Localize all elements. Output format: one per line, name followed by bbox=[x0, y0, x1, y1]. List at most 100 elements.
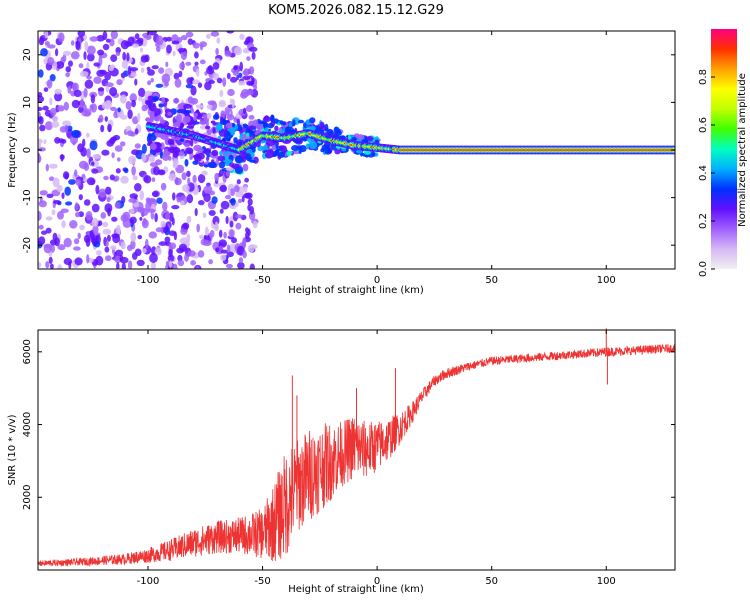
spectrogram-cell bbox=[235, 222, 242, 230]
spectrogram-cell bbox=[57, 244, 66, 251]
spectrogram-cell bbox=[175, 114, 183, 122]
snr-x-tick-label: 100 bbox=[597, 576, 616, 587]
spectrogram-cell bbox=[178, 243, 188, 252]
spectrogram-cell bbox=[230, 129, 236, 136]
spectrogram-x-tick-label: 100 bbox=[597, 275, 616, 286]
spectrogram-cell bbox=[38, 262, 42, 268]
spectrogram-cell bbox=[230, 197, 236, 206]
spectrogram-cell bbox=[185, 147, 194, 155]
spectrogram-cell bbox=[224, 106, 230, 116]
spectrogram-cell bbox=[70, 40, 75, 46]
spectrogram-cell bbox=[220, 249, 229, 254]
spectrogram-cell bbox=[127, 260, 133, 269]
spectrogram-cell bbox=[38, 37, 45, 46]
spectrogram-cell bbox=[145, 197, 151, 204]
spectrogram-cell bbox=[319, 121, 325, 129]
spectrogram-x-label: Height of straight line (km) bbox=[288, 285, 424, 296]
spectrogram-cell bbox=[180, 122, 185, 128]
spectrogram-cell bbox=[44, 41, 51, 46]
spectrogram-cell bbox=[138, 96, 143, 102]
spectrogram-cell bbox=[116, 79, 123, 86]
spectrogram-cell bbox=[195, 104, 204, 109]
spectrogram-cell bbox=[141, 143, 147, 154]
spectrogram-cell bbox=[63, 237, 72, 248]
spectrogram-cell bbox=[172, 50, 176, 57]
spectrogram-cell bbox=[108, 65, 114, 72]
spectrogram-cell bbox=[288, 122, 293, 128]
spectrogram-cell bbox=[168, 173, 177, 182]
spectrogram-cell bbox=[75, 178, 82, 186]
spectrogram-cell bbox=[235, 201, 239, 208]
spectrogram-cell bbox=[233, 137, 238, 143]
spectrogram-cell bbox=[86, 254, 90, 264]
spectrogram-cell bbox=[218, 101, 227, 108]
spectrogram-cell bbox=[151, 191, 159, 197]
spectrogram-cell bbox=[199, 59, 206, 65]
spectrogram-cell bbox=[230, 204, 237, 210]
spectrogram-cell bbox=[229, 220, 234, 228]
spectrogram-cell bbox=[172, 192, 176, 201]
spectrogram-cell bbox=[233, 65, 239, 71]
spectrogram-cell bbox=[190, 138, 194, 147]
spectrogram-cell bbox=[116, 262, 120, 269]
spectrogram-cell bbox=[45, 216, 53, 221]
spectrogram-cell bbox=[141, 152, 147, 162]
spectrogram-cell bbox=[236, 179, 241, 185]
spectrogram-cell bbox=[186, 233, 191, 243]
spectrogram-cell bbox=[115, 47, 121, 54]
spectrogram-cell bbox=[185, 31, 194, 38]
spectrogram-cells bbox=[38, 31, 675, 269]
spectrogram-cell bbox=[115, 52, 121, 56]
spectrogram-cell bbox=[75, 212, 80, 218]
spectrogram-cell bbox=[192, 42, 200, 49]
spectrogram-cell bbox=[150, 143, 157, 150]
spectrogram-cell bbox=[179, 150, 184, 157]
spectrogram-cell bbox=[149, 154, 155, 163]
spectrogram-cell bbox=[96, 250, 102, 256]
spectrogram-cell bbox=[104, 71, 111, 81]
colorbar-tick-label: 0.8 bbox=[698, 69, 709, 85]
spectrogram-cell bbox=[54, 92, 63, 102]
spectrogram-cell bbox=[105, 85, 109, 93]
spectrogram-cell bbox=[104, 246, 110, 253]
spectrogram-cell bbox=[104, 203, 113, 213]
spectrogram-cell bbox=[147, 95, 154, 101]
spectrogram-cell bbox=[51, 209, 56, 216]
spectrogram-cell bbox=[275, 144, 279, 150]
spectrogram-cell bbox=[141, 104, 148, 112]
spectrogram-cell bbox=[220, 254, 227, 261]
spectrogram-cell bbox=[43, 139, 47, 144]
spectrogram-cell bbox=[147, 208, 156, 213]
spectrogram-cell bbox=[212, 62, 220, 70]
spectrogram-cell bbox=[61, 192, 65, 199]
spectrogram-cell bbox=[74, 202, 79, 211]
spectrogram-cell bbox=[114, 201, 121, 209]
spectrogram-cell bbox=[71, 99, 81, 109]
spectrogram-cell bbox=[243, 185, 248, 194]
spectrogram-cell bbox=[52, 177, 60, 188]
spectrogram-cell bbox=[224, 50, 232, 57]
spectrogram-cell bbox=[164, 212, 171, 220]
spectrogram-cell bbox=[237, 262, 245, 269]
spectrogram-cell bbox=[64, 124, 69, 133]
spectrogram-cell bbox=[102, 221, 109, 228]
spectrogram-cell bbox=[195, 68, 200, 77]
spectrogram-cell bbox=[123, 168, 129, 174]
spectrogram-cell bbox=[187, 250, 196, 257]
spectrogram-cell bbox=[244, 177, 250, 183]
spectrogram-cell bbox=[211, 196, 218, 204]
spectrogram-cell bbox=[57, 105, 65, 112]
spectrogram-cell bbox=[134, 128, 139, 135]
spectrogram-cell bbox=[79, 98, 85, 109]
spectrogram-cell bbox=[212, 72, 219, 81]
colorbar-tick-label: 0.4 bbox=[698, 165, 709, 181]
spectrogram-cell bbox=[52, 115, 59, 122]
spectrogram-cell bbox=[186, 170, 191, 177]
spectrogram-cell bbox=[77, 143, 84, 153]
spectrogram-cell bbox=[242, 250, 247, 259]
spectrogram-cell bbox=[206, 112, 212, 120]
spectrogram-cell bbox=[182, 115, 191, 123]
spectrogram-cell bbox=[128, 198, 137, 203]
